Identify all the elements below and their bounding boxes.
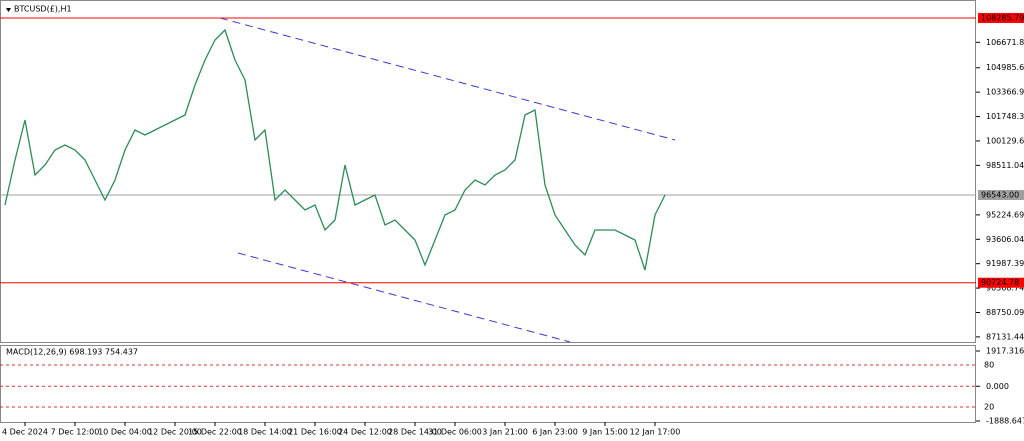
x-tick-label: 6 Jan 23:00 xyxy=(532,428,578,437)
channel-lower xyxy=(237,252,571,343)
x-tick-label: 12 Jan 17:00 xyxy=(630,428,681,437)
x-tick-label: 10 Dec 04:00 xyxy=(98,428,152,437)
x-tick-label: 15 Dec 22:00 xyxy=(188,428,242,437)
x-tick-label: 31 Dec 06:00 xyxy=(428,428,482,437)
main-panel xyxy=(0,0,976,343)
y-tick-label: 88750.09 xyxy=(986,308,1024,317)
x-tick-label: 12 Dec 20:00 xyxy=(148,428,202,437)
y-tick-label: 90368.74 xyxy=(986,284,1024,293)
y-tick-label: 95224.69 xyxy=(986,210,1024,219)
x-tick-label: 18 Dec 14:00 xyxy=(238,428,292,437)
x-tick-label: 3 Jan 21:00 xyxy=(482,428,528,437)
y-tick-label: 91987.39 xyxy=(986,259,1024,268)
y-tick-label: 104985.64 xyxy=(986,63,1024,72)
y-tick-label: 101748.34 xyxy=(986,112,1024,121)
price-label-box xyxy=(978,277,1024,288)
chart-title: BTCUSD(£),H1 xyxy=(14,5,72,14)
y-tick-label: 98511.04 xyxy=(986,161,1024,170)
x-tick-label: 28 Dec 14:00 xyxy=(388,428,442,437)
x-tick-label: 4 Dec 2024 xyxy=(2,428,48,437)
price-label-box xyxy=(978,12,1024,23)
macd-panel xyxy=(0,345,976,423)
price-label: 96543.00 xyxy=(981,191,1019,200)
price-label: 90724.78 xyxy=(981,278,1019,287)
channel-upper xyxy=(219,17,676,141)
macd-label: MACD(12,26,9) 698.193 754.437 xyxy=(6,348,138,357)
x-tick-label: 9 Jan 15:00 xyxy=(582,428,628,437)
macd-level-label: 80 xyxy=(984,361,994,370)
x-tick-label: 24 Dec 12:00 xyxy=(338,428,392,437)
macd-y-tick-label: 1917.316 xyxy=(986,347,1024,356)
y-tick-label: 106671.80 xyxy=(986,38,1024,47)
y-tick-label: 100129.69 xyxy=(986,136,1024,145)
x-tick-label: 7 Dec 12:00 xyxy=(51,428,100,437)
macd-level-label: 20 xyxy=(984,403,994,412)
y-tick-label: 103366.99 xyxy=(986,88,1024,97)
macd-y-tick-label: 0.000 xyxy=(986,382,1009,391)
price-label: 108285.79 xyxy=(981,13,1024,22)
menu-arrow[interactable] xyxy=(6,8,11,12)
y-tick-label: 87131.44 xyxy=(986,332,1024,341)
x-tick-label: 21 Dec 16:00 xyxy=(288,428,342,437)
price-line xyxy=(4,28,666,271)
macd-y-tick-label: -1888.647 xyxy=(986,417,1024,426)
price-label-box xyxy=(978,190,1024,201)
y-tick-label: 93606.04 xyxy=(986,235,1024,244)
